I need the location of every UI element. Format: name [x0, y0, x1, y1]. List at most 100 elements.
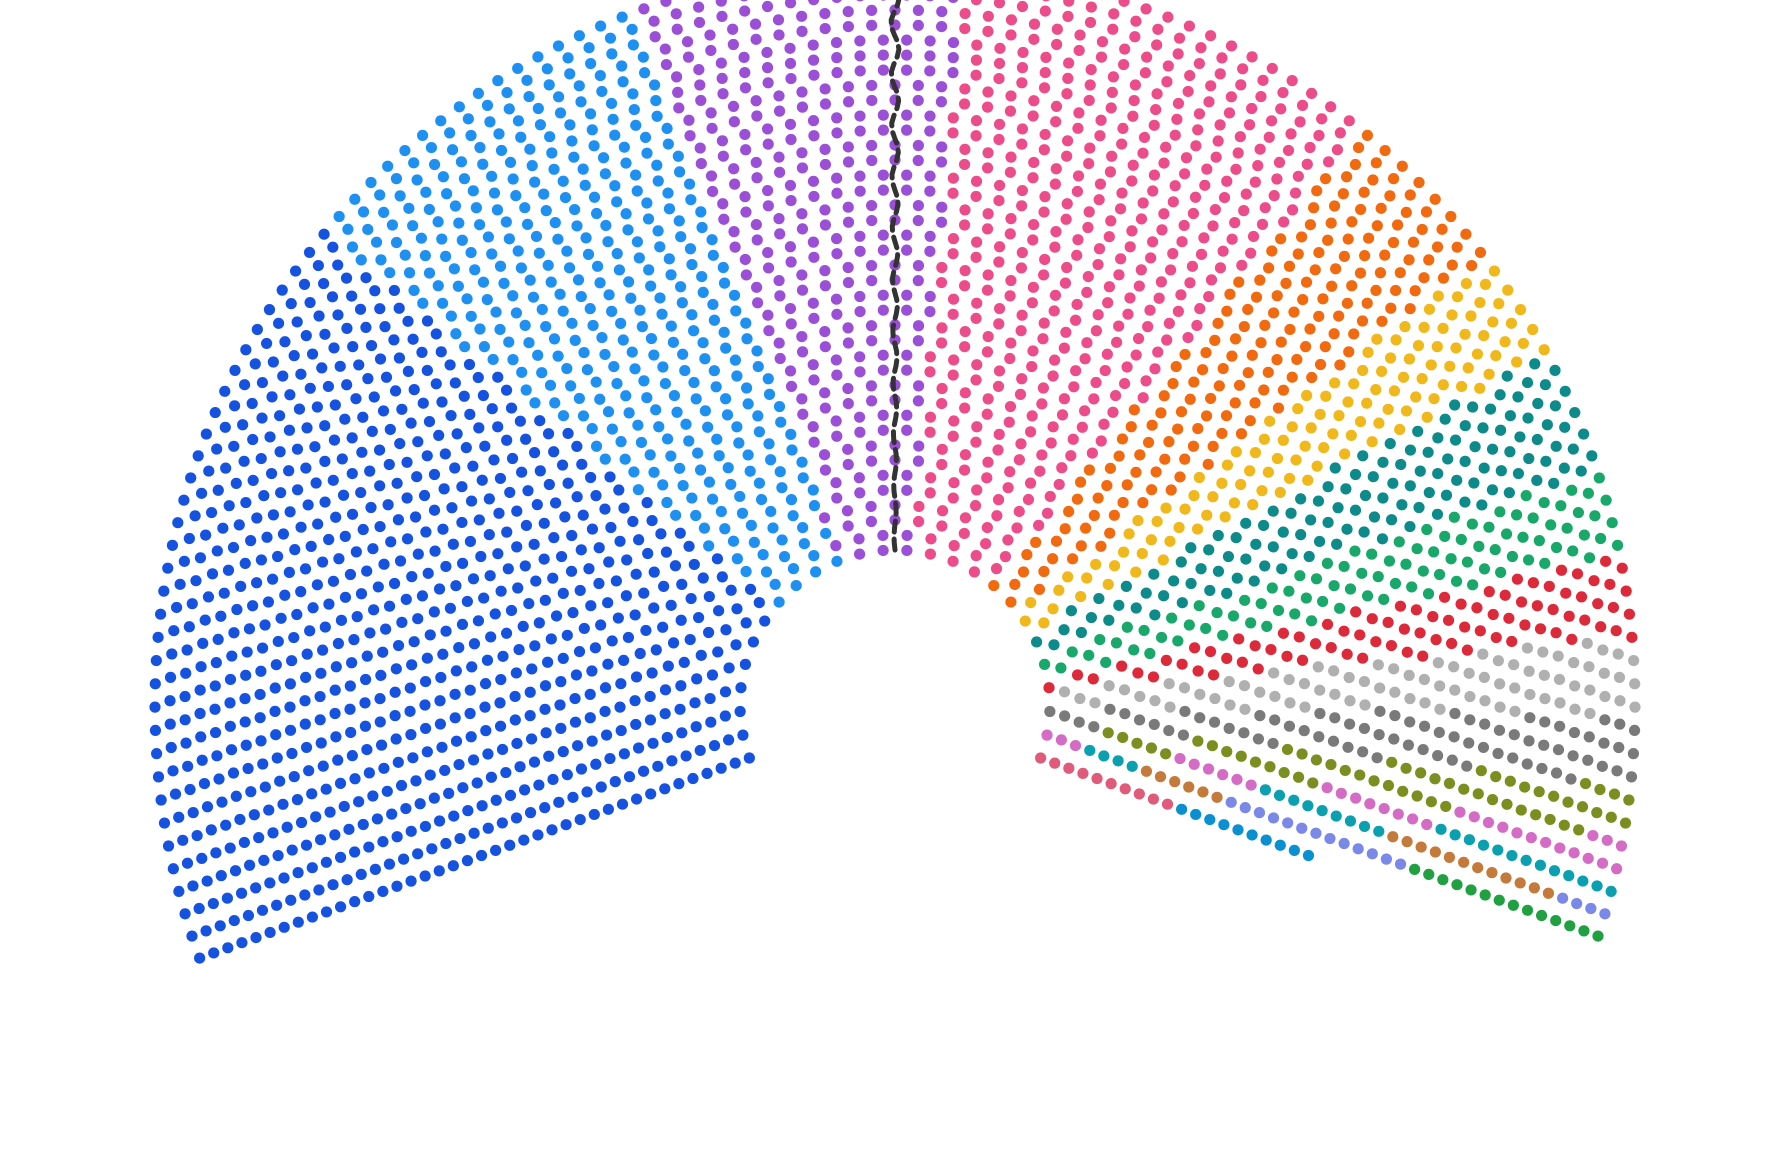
seat-series-0	[585, 600, 597, 612]
seat-series-3	[1167, 196, 1179, 208]
seat-series-11	[1544, 813, 1556, 826]
seat-series-0	[320, 856, 332, 868]
seat-series-10	[1536, 762, 1548, 775]
seat-series-0	[174, 578, 186, 590]
seat-series-6	[1432, 432, 1444, 444]
seat-series-0	[533, 779, 545, 791]
seat-series-3	[1225, 91, 1237, 103]
seat-series-1	[630, 169, 642, 181]
seat-series-3	[1093, 194, 1105, 206]
seat-series-3	[1148, 119, 1160, 131]
seat-series-4	[1403, 254, 1415, 266]
seat-series-2	[901, 364, 913, 376]
seat-series-0	[641, 497, 653, 509]
seat-series-4	[1266, 245, 1278, 257]
seat-series-0	[419, 722, 432, 735]
seat-series-3	[1292, 170, 1304, 182]
seat-series-3	[970, 251, 982, 263]
seat-series-0	[336, 453, 348, 465]
seat-series-1	[552, 233, 564, 245]
seat-series-6	[1120, 580, 1132, 592]
seat-series-8	[1382, 616, 1394, 628]
seat-series-4	[1192, 423, 1204, 435]
seat-series-1	[532, 102, 544, 115]
seat-series-8	[1087, 673, 1099, 685]
seat-series-0	[151, 748, 163, 760]
seat-series-0	[154, 608, 167, 620]
seat-series-6	[1459, 420, 1471, 432]
seat-series-1	[785, 494, 798, 506]
seat-series-2	[912, 214, 924, 227]
seat-series-3	[1053, 478, 1065, 491]
seat-series-3	[971, 236, 983, 248]
seat-series-0	[380, 623, 392, 635]
seat-series-0	[659, 684, 672, 696]
seat-series-0	[419, 820, 432, 833]
seat-series-1	[362, 223, 374, 236]
seat-series-1	[441, 188, 453, 200]
seat-series-2	[877, 469, 889, 481]
seat-series-0	[409, 511, 422, 523]
seat-series-12	[1525, 832, 1537, 844]
seat-series-3	[981, 162, 994, 174]
seat-series-1	[611, 377, 623, 390]
seat-series-1	[645, 332, 658, 345]
seat-series-3	[1273, 156, 1286, 169]
seat-series-4	[1207, 440, 1219, 452]
seat-series-4	[1205, 392, 1217, 405]
seat-series-0	[258, 854, 270, 867]
seat-series-3	[947, 492, 959, 504]
seat-series-2	[912, 455, 925, 467]
seat-series-0	[392, 639, 405, 652]
seat-series-3	[1050, 100, 1063, 112]
seat-series-0	[389, 710, 401, 722]
seat-series-0	[313, 310, 325, 322]
seat-series-3	[1015, 262, 1028, 274]
seat-series-14	[1401, 836, 1413, 848]
seat-series-0	[450, 665, 462, 677]
seat-series-9	[1569, 680, 1581, 692]
seat-series-0	[246, 397, 258, 410]
seat-series-0	[368, 604, 380, 616]
seat-series-8	[1547, 603, 1559, 616]
seat-series-0	[169, 788, 182, 800]
seat-series-8	[1370, 636, 1382, 648]
seat-series-2	[842, 276, 855, 289]
seat-series-8	[1325, 641, 1337, 654]
seat-series-2	[912, 79, 924, 92]
seat-series-0	[660, 546, 673, 558]
seat-series-5	[1108, 560, 1121, 572]
seat-series-5	[1432, 290, 1444, 302]
seat-series-8	[1438, 591, 1451, 603]
seat-series-7	[1128, 644, 1140, 656]
seat-series-4	[1361, 297, 1373, 309]
seat-series-0	[350, 393, 362, 405]
seat-series-1	[495, 144, 508, 157]
seat-series-4	[1172, 423, 1184, 435]
seat-series-1	[565, 380, 577, 392]
seat-series-10	[1238, 727, 1250, 739]
seat-series-1	[553, 91, 565, 103]
seat-series-4	[1313, 310, 1325, 322]
seat-series-3	[1105, 215, 1117, 227]
seat-series-0	[365, 501, 377, 514]
seat-series-0	[250, 882, 262, 894]
seat-series-0	[466, 661, 478, 673]
seat-series-5	[1286, 421, 1298, 433]
seat-series-4	[1220, 410, 1233, 422]
seat-series-0	[669, 560, 682, 572]
seat-series-0	[435, 671, 447, 684]
seat-series-0	[281, 821, 293, 833]
seat-series-1	[767, 522, 779, 534]
seat-series-10	[1179, 705, 1191, 718]
seat-series-9	[1194, 688, 1206, 700]
seat-series-8	[1357, 652, 1369, 664]
seat-series-0	[509, 714, 521, 726]
seat-series-0	[149, 724, 162, 737]
seat-series-1	[668, 389, 681, 402]
seat-series-10	[1492, 747, 1504, 760]
seat-series-1	[653, 421, 665, 433]
seat-series-1	[672, 150, 684, 162]
seat-series-4	[1125, 421, 1137, 433]
seat-series-0	[421, 450, 433, 462]
